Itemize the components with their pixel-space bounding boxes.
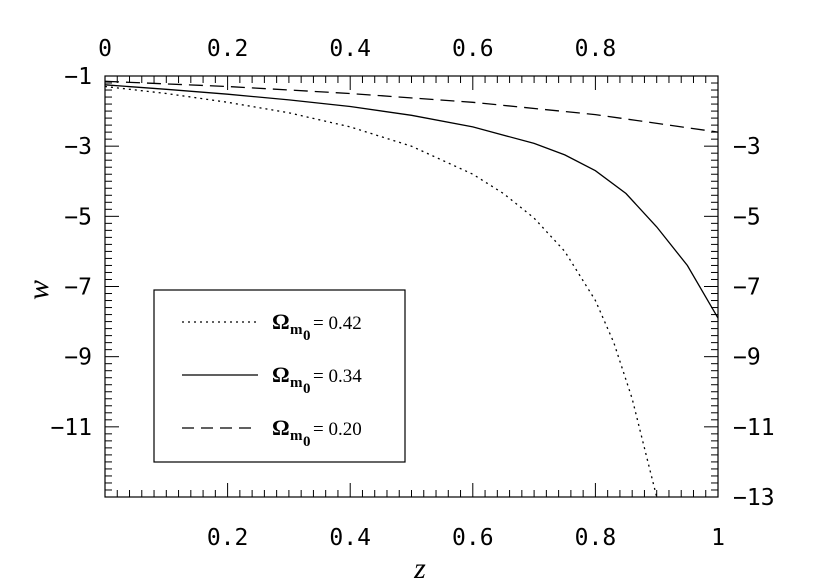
y-tick-label-right: −3 xyxy=(733,134,761,160)
y-tick-label-left: −11 xyxy=(50,415,92,441)
x-tick-label-top: 0 xyxy=(98,36,112,62)
y-tick-label-right: −5 xyxy=(733,204,761,230)
x-axis-title: z xyxy=(413,552,426,579)
x-tick-label-top: 0.2 xyxy=(207,36,249,62)
y-axis-title: w xyxy=(22,280,55,300)
legend-subscript-index: 0 xyxy=(303,328,311,344)
x-tick-label-top: 0.4 xyxy=(329,36,371,62)
legend-subscript: m xyxy=(290,428,303,444)
series-layer xyxy=(104,80,719,498)
y-tick-label-right: −9 xyxy=(733,345,761,371)
legend-label: = 0.34 xyxy=(313,366,362,387)
series-line-dashed xyxy=(104,80,719,133)
tick-labels: 0.2 0.4 0.6 0.8 1 0 0.2 0.4 0.6 0.8 −1 −3 −5 −7 −9 −11 −… xyxy=(50,36,774,551)
y-tick-label-right: −11 xyxy=(733,415,775,441)
legend-box xyxy=(153,289,406,463)
legend-subscript: m xyxy=(290,375,303,391)
legend-subscript: m xyxy=(290,322,303,338)
legend-subscript-index: 0 xyxy=(303,434,311,450)
series-line-solid xyxy=(104,84,719,319)
x-tick-label-top: 0.8 xyxy=(575,36,617,62)
y-tick-label-left: −1 xyxy=(64,64,92,90)
legend-symbol: Ω xyxy=(272,309,290,334)
x-tick-label-bottom: 1 xyxy=(711,525,725,551)
x-tick-label-bottom: 0.6 xyxy=(452,525,494,551)
x-tick-label-bottom: 0.4 xyxy=(329,525,371,551)
x-tick-label-top: 0.6 xyxy=(452,36,494,62)
y-tick-label-left: −7 xyxy=(64,275,92,301)
plot-frame xyxy=(104,75,719,498)
y-tick-label-left: −3 xyxy=(64,134,92,160)
series-line-dotted xyxy=(104,85,658,498)
legend-label: = 0.42 xyxy=(313,313,362,334)
x-tick-label-bottom: 0.8 xyxy=(575,525,617,551)
tick-marks xyxy=(104,75,719,498)
x-tick-label-bottom: 0.2 xyxy=(207,525,249,551)
y-tick-label-right: −7 xyxy=(733,275,761,301)
legend-label: = 0.20 xyxy=(313,419,362,440)
y-tick-label-left: −9 xyxy=(64,345,92,371)
y-tick-label-right: −13 xyxy=(733,485,775,511)
y-tick-label-left: −5 xyxy=(64,204,92,230)
legend-subscript-index: 0 xyxy=(303,381,311,397)
legend-symbol: Ω xyxy=(272,362,290,387)
legend-symbol: Ω xyxy=(272,415,290,440)
